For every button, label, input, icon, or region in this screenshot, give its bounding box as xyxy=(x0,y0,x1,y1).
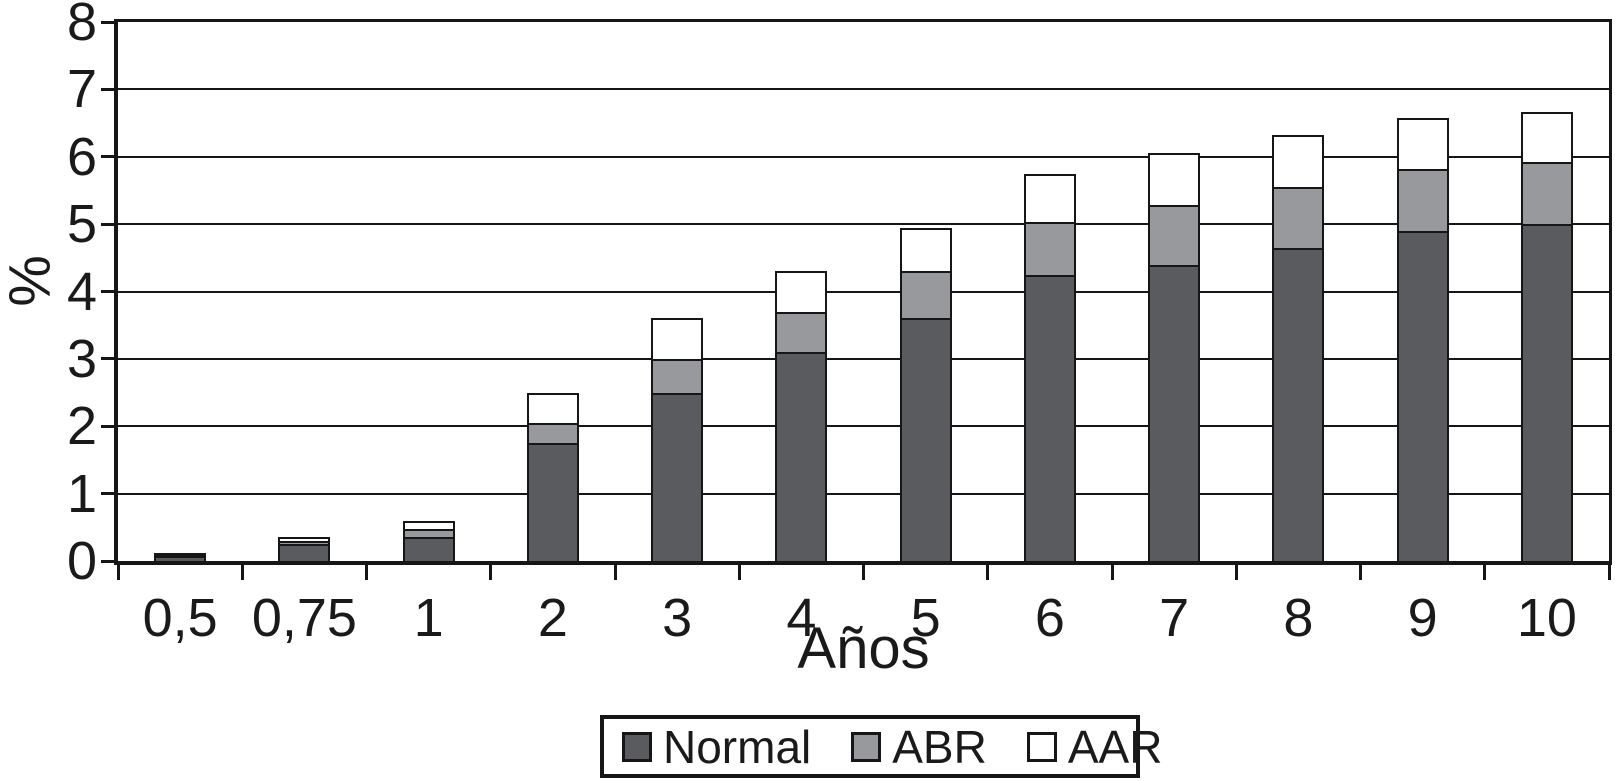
bar-segment-abr xyxy=(1023,222,1076,275)
bar-segment-normal xyxy=(526,443,579,561)
bar-segment-abr xyxy=(651,358,704,393)
bar-segment-aar xyxy=(154,552,207,555)
legend-label: AAR xyxy=(1067,720,1163,773)
x-tick-label: 9 xyxy=(1407,588,1438,648)
bar-segment-abr xyxy=(402,529,455,538)
x-tick-label: 2 xyxy=(537,588,568,648)
bar-segment-abr xyxy=(1272,187,1325,248)
bar-segment-normal xyxy=(402,537,455,561)
bar-segment-normal xyxy=(154,556,207,561)
y-tick-label: 4 xyxy=(66,261,97,322)
x-axis-tick xyxy=(1483,565,1487,580)
y-tick-label: 3 xyxy=(66,328,97,389)
gridline xyxy=(118,88,1609,91)
x-axis-tick xyxy=(862,565,865,580)
normal-swatch-icon xyxy=(622,731,652,762)
x-axis-tick xyxy=(1234,565,1238,580)
bar-segment-aar xyxy=(278,537,331,541)
bar-segment-aar xyxy=(899,227,952,272)
gridline xyxy=(118,492,1609,495)
bar-segment-normal xyxy=(1272,247,1325,561)
bar-segment-abr xyxy=(1520,162,1573,225)
abr-swatch-icon xyxy=(851,731,882,762)
y-axis-tick xyxy=(101,290,114,293)
y-axis-tick xyxy=(101,87,114,91)
y-axis-tick xyxy=(101,424,114,428)
legend: Normal ABR AAR xyxy=(600,715,1162,778)
x-axis-tick xyxy=(116,565,120,580)
bar-segment-abr xyxy=(1148,205,1201,265)
x-axis-tick xyxy=(986,565,990,580)
x-axis-tick xyxy=(240,565,244,580)
bar-segment-normal xyxy=(278,544,331,561)
y-tick-label: 7 xyxy=(66,59,97,120)
bar-segment-abr xyxy=(1396,168,1449,231)
y-tick-label: 8 xyxy=(66,0,97,52)
legend-label: ABR xyxy=(892,720,987,773)
x-axis-title: Años xyxy=(797,616,930,681)
gridline xyxy=(118,357,1609,360)
bar-segment-normal xyxy=(899,318,952,561)
bar-segment-aar xyxy=(1396,118,1449,169)
bar-segment-normal xyxy=(775,352,828,561)
bar-segment-aar xyxy=(775,271,828,312)
y-axis-tick xyxy=(101,20,114,24)
x-axis-tick xyxy=(489,565,493,580)
x-axis-tick xyxy=(1359,565,1362,580)
bar-segment-aar xyxy=(1520,111,1573,163)
y-tick-label: 0 xyxy=(66,531,97,591)
x-axis-tick xyxy=(613,565,617,580)
bar-segment-abr xyxy=(899,271,952,319)
x-tick-label: 7 xyxy=(1159,588,1190,648)
bar-segment-aar xyxy=(1148,153,1201,206)
legend-item-aar: AAR xyxy=(1026,720,1163,773)
x-tick-label: 3 xyxy=(662,588,693,648)
legend-item-normal: Normal xyxy=(622,723,811,771)
bar-segment-normal xyxy=(1520,224,1573,561)
legend-label: Normal xyxy=(663,720,812,773)
plot-area xyxy=(114,19,1612,565)
x-tick-label: 6 xyxy=(1034,588,1065,648)
y-axis-tick xyxy=(101,559,114,563)
y-axis-tick xyxy=(101,222,114,226)
gridline xyxy=(118,425,1609,428)
bar-segment-abr xyxy=(278,540,331,545)
bar-segment-abr xyxy=(775,311,828,353)
aar-swatch-icon xyxy=(1026,731,1057,762)
x-tick-label: 5 xyxy=(910,588,941,648)
x-tick-label: 4 xyxy=(786,588,817,648)
y-tick-label: 1 xyxy=(66,463,97,524)
bar-segment-aar xyxy=(651,318,704,359)
x-tick-label: 10 xyxy=(1516,588,1577,648)
x-axis-tick xyxy=(1607,565,1611,580)
y-axis-tick xyxy=(101,492,114,496)
bar-segment-normal xyxy=(1148,264,1201,561)
bar-segment-normal xyxy=(651,392,704,561)
x-tick-label: 1 xyxy=(413,588,444,648)
gridline xyxy=(118,290,1609,293)
bar-segment-normal xyxy=(1396,230,1449,561)
legend-item-abr: ABR xyxy=(851,723,987,771)
x-tick-label: 0,75 xyxy=(251,588,357,648)
x-tick-label: 8 xyxy=(1283,588,1314,648)
y-tick-label: 6 xyxy=(66,126,97,187)
gridline xyxy=(118,223,1609,226)
y-axis-tick xyxy=(101,357,114,361)
x-tick-label: 0,5 xyxy=(142,588,218,648)
x-axis-tick xyxy=(365,565,368,580)
bar-segment-abr xyxy=(154,554,207,557)
y-axis-tick xyxy=(101,155,114,159)
bar-segment-aar xyxy=(1272,134,1325,188)
x-axis-tick xyxy=(737,565,741,580)
y-tick-label: 2 xyxy=(66,396,97,457)
bar-segment-aar xyxy=(1023,173,1076,223)
bar-segment-aar xyxy=(402,520,455,530)
gridline xyxy=(118,155,1609,158)
y-tick-label: 5 xyxy=(66,194,97,255)
bar-segment-abr xyxy=(526,422,579,444)
bar-segment-aar xyxy=(526,392,579,423)
x-axis-tick xyxy=(1110,565,1114,580)
bar-segment-normal xyxy=(1023,274,1076,561)
